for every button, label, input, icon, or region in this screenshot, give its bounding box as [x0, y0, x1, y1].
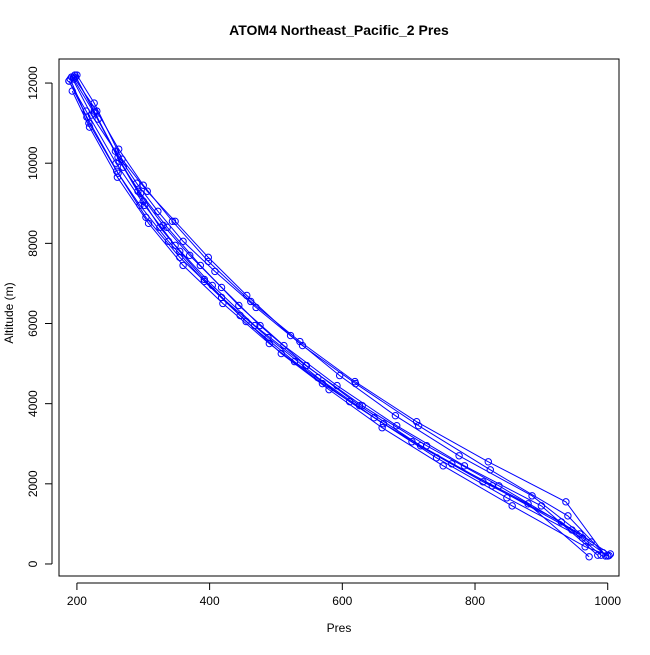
data-point [179, 261, 187, 270]
data-point [298, 341, 307, 350]
data-point [251, 321, 259, 330]
data-point [587, 538, 595, 546]
data-point [235, 301, 243, 310]
data-point [143, 187, 151, 195]
data-point [73, 71, 81, 79]
data-point [111, 147, 120, 155]
data-point [176, 247, 184, 256]
data-point [65, 77, 73, 85]
data-point [90, 107, 98, 115]
data-point [211, 267, 219, 276]
data-point [576, 530, 584, 538]
series-line [75, 76, 599, 556]
x-axis: 200 400 600 800 1000 [67, 582, 621, 608]
data-point [606, 550, 615, 558]
data-point [115, 157, 124, 165]
data-point [208, 281, 216, 290]
plot-frame [58, 58, 620, 577]
data-point [171, 241, 179, 250]
x-tick-label: 800 [465, 594, 485, 608]
data-point [508, 502, 516, 510]
data-point [94, 115, 102, 123]
data-point [82, 107, 90, 115]
data-point [163, 223, 171, 232]
y-tick-label: 2000 [26, 470, 40, 497]
data-point [460, 462, 469, 470]
chart-title: ATOM4 Northeast_Pacific_2 Pres [229, 22, 449, 38]
data-point [537, 502, 546, 510]
data-point [318, 379, 327, 388]
data-point [564, 512, 572, 520]
y-tick-label: 12000 [26, 66, 40, 100]
data-point [139, 181, 147, 189]
data-point [333, 381, 341, 390]
data-point [528, 492, 536, 500]
data-point [200, 277, 209, 286]
data-point [280, 341, 288, 350]
data-point [455, 452, 463, 460]
data-point [256, 321, 264, 330]
data-point [186, 251, 194, 260]
data-point [393, 422, 401, 430]
y-tick-label: 10000 [26, 146, 40, 180]
y-axis-label: Altitude (m) [2, 282, 16, 343]
x-tick-label: 1000 [594, 594, 621, 608]
series-7 [65, 77, 584, 538]
y-axis: 0 2000 4000 6000 8000 10000 12000 [26, 66, 53, 567]
data-point [484, 458, 492, 466]
data-point [90, 99, 98, 107]
data-point [144, 219, 153, 228]
data-point [379, 420, 388, 428]
data-point [286, 331, 295, 340]
data-point [85, 123, 94, 131]
data-point [196, 261, 205, 270]
data-point [439, 462, 447, 470]
data-point [277, 349, 285, 358]
data-point [448, 460, 456, 468]
data-point [391, 411, 400, 420]
data-point [335, 371, 344, 380]
data-point [217, 283, 226, 292]
x-tick-label: 600 [332, 594, 352, 608]
data-point [242, 317, 250, 326]
series-8 [68, 87, 593, 561]
data-point [414, 422, 423, 430]
data-point [265, 339, 274, 348]
data-point [113, 173, 122, 181]
data-point [171, 217, 179, 226]
data-point [136, 189, 145, 197]
y-tick-label: 6000 [26, 310, 40, 337]
data-point [71, 73, 80, 81]
series-layer [65, 71, 615, 561]
data-point [594, 551, 602, 559]
series-line [71, 90, 590, 558]
x-tick-label: 400 [200, 594, 220, 608]
data-point [204, 253, 212, 262]
data-point [605, 551, 613, 560]
series-line [73, 76, 607, 557]
x-axis-label: Pres [327, 621, 352, 635]
series-line [68, 80, 581, 535]
series-10 [71, 73, 602, 559]
y-tick-label: 4000 [26, 390, 40, 417]
y-tick-label: 0 [26, 560, 40, 567]
data-point [140, 201, 149, 209]
series-line [71, 76, 604, 554]
data-point [378, 424, 386, 432]
data-point [585, 553, 593, 561]
data-point [597, 551, 605, 559]
data-point [524, 500, 532, 508]
x-tick-label: 200 [67, 594, 87, 608]
data-point [90, 109, 98, 117]
data-point [119, 163, 128, 171]
data-point [503, 494, 511, 502]
data-point [68, 87, 76, 95]
data-point [243, 291, 251, 300]
data-point [562, 498, 570, 506]
y-tick-label: 8000 [26, 230, 40, 257]
data-point [219, 299, 227, 308]
